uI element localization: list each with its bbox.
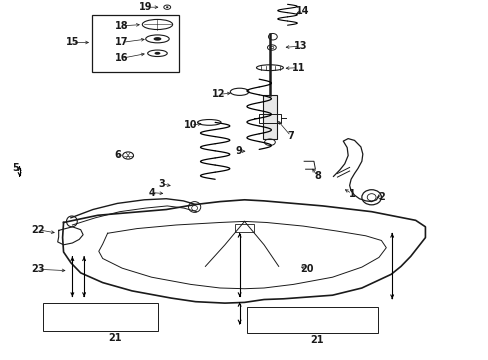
- Text: 23: 23: [31, 264, 45, 274]
- Text: 12: 12: [212, 89, 225, 99]
- Text: 5: 5: [12, 163, 19, 174]
- Text: 19: 19: [139, 2, 152, 12]
- Bar: [259, 114, 280, 123]
- Bar: [234, 224, 254, 232]
- Text: 7: 7: [287, 131, 294, 141]
- Text: 15: 15: [65, 37, 79, 48]
- Text: 17: 17: [114, 37, 128, 48]
- Text: 9: 9: [235, 146, 242, 156]
- Text: 4: 4: [148, 188, 155, 198]
- Text: 11: 11: [291, 63, 305, 73]
- Text: 10: 10: [183, 120, 197, 130]
- Ellipse shape: [166, 6, 168, 8]
- Text: 16: 16: [114, 53, 128, 63]
- Text: 3: 3: [158, 179, 164, 189]
- Bar: [246, 307, 377, 333]
- Bar: [92, 15, 179, 72]
- Ellipse shape: [154, 52, 160, 55]
- Text: 21: 21: [309, 335, 323, 345]
- Bar: [43, 303, 158, 331]
- Text: 20: 20: [300, 264, 313, 274]
- Text: 18: 18: [114, 21, 128, 31]
- Text: 21: 21: [108, 333, 122, 343]
- Text: 8: 8: [314, 171, 321, 181]
- Text: 22: 22: [31, 225, 45, 235]
- Text: 13: 13: [293, 41, 307, 51]
- Text: 2: 2: [377, 192, 384, 202]
- Text: 6: 6: [114, 150, 121, 160]
- Bar: [263, 95, 276, 139]
- Text: 14: 14: [296, 6, 309, 16]
- Text: 1: 1: [348, 189, 355, 199]
- Ellipse shape: [153, 37, 161, 41]
